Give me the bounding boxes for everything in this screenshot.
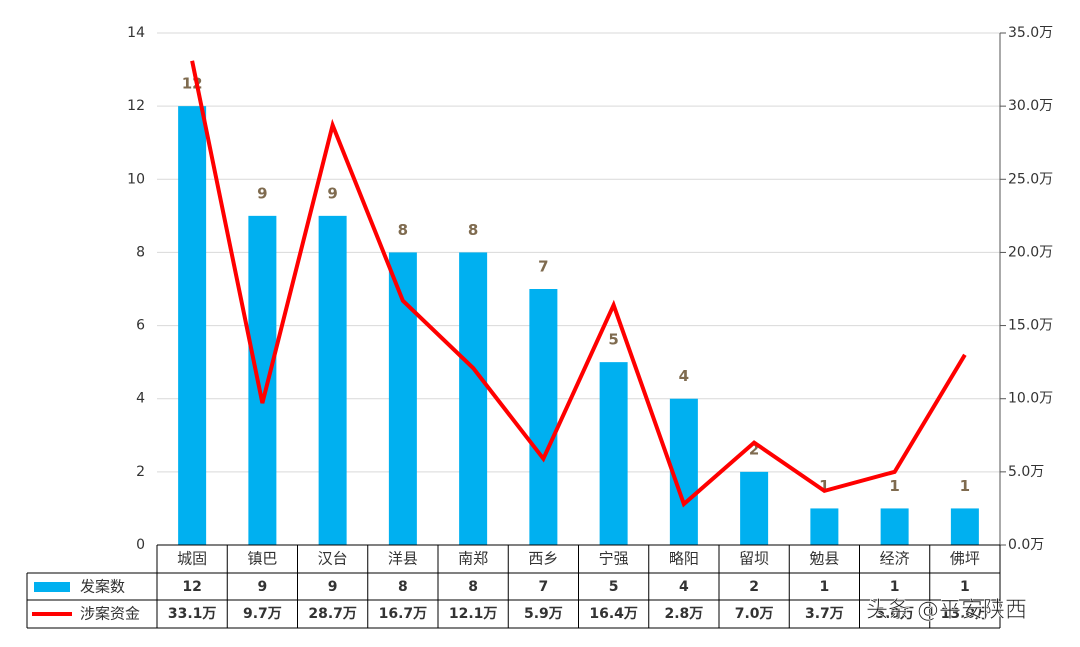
table-cell: 16.4万 [589, 606, 638, 622]
table-cell: 9 [258, 579, 268, 595]
y2-tick-label: 20.0万 [1008, 244, 1053, 260]
bar [529, 289, 558, 545]
data-label: 7 [538, 258, 548, 276]
y2-tick-label: 15.0万 [1008, 318, 1053, 334]
y2-tick-label: 5.0万 [1008, 464, 1044, 480]
bar [459, 252, 488, 545]
y-tick-label: 2 [136, 464, 145, 480]
x-tick-label: 西乡 [528, 550, 558, 568]
table-cell: 7 [539, 579, 549, 595]
table-cell: 12 [182, 579, 201, 595]
x-tick-label: 城固 [177, 550, 207, 568]
table-cell: 8 [398, 579, 408, 595]
x-tick-label: 佛坪 [950, 550, 980, 568]
data-label: 5 [608, 331, 618, 349]
bar [248, 215, 277, 545]
data-label: 4 [679, 367, 689, 385]
y-tick-label: 6 [136, 318, 145, 334]
y-tick-label: 14 [127, 25, 145, 41]
x-tick-label: 经济 [880, 550, 910, 568]
y2-tick-label: 0.0万 [1008, 537, 1044, 553]
bar [318, 215, 347, 545]
table-cell: 3.7万 [805, 606, 844, 622]
x-tick-label: 洋县 [388, 550, 418, 568]
table-cell: 13.0万 [941, 606, 990, 622]
bar [599, 362, 628, 545]
y-tick-label: 10 [127, 171, 145, 187]
table-cell: 5.9万 [524, 606, 563, 622]
data-label: 1 [889, 477, 899, 495]
legend-label: 发案数 [80, 578, 125, 596]
table-cell: 4 [679, 579, 689, 595]
x-tick-label: 镇巴 [247, 550, 277, 568]
table-cell: 7.0万 [735, 606, 774, 622]
x-tick-label: 南郑 [458, 550, 488, 568]
watermark: 头条 @平安陕西 [866, 598, 1027, 623]
x-tick-label: 汉台 [318, 550, 348, 568]
x-tick-label: 略阳 [669, 550, 699, 568]
data-label: 2 [749, 440, 759, 458]
y-tick-label: 8 [136, 244, 145, 260]
x-tick-label: 留坝 [739, 550, 769, 568]
data-label: 1 [819, 477, 829, 495]
data-label: 1 [960, 477, 970, 495]
legend-swatch [34, 582, 70, 592]
table-cell: 9 [328, 579, 338, 595]
data-label: 9 [257, 184, 267, 202]
y2-tick-label: 25.0万 [1008, 171, 1053, 187]
table-cell: 1 [820, 579, 830, 595]
bar [880, 508, 909, 545]
line [190, 60, 967, 508]
table-cell: 2 [749, 579, 759, 595]
table-cell: 5.0万 [875, 606, 914, 622]
table-cell: 9.7万 [243, 606, 282, 622]
bar [950, 508, 979, 545]
data-label: 8 [398, 221, 408, 239]
y-tick-label: 12 [127, 98, 145, 114]
data-label: 8 [468, 221, 478, 239]
table-cell: 1 [960, 579, 970, 595]
table-cell: 1 [890, 579, 900, 595]
table-cell: 28.7万 [308, 606, 357, 622]
y2-tick-label: 35.0万 [1008, 25, 1053, 41]
table-cell: 33.1万 [168, 606, 217, 622]
bar [740, 471, 769, 545]
data-label: 9 [327, 184, 337, 202]
table-cell: 2.8万 [664, 606, 703, 622]
bar [178, 106, 207, 546]
bar [810, 508, 839, 545]
table-cell: 8 [468, 579, 478, 595]
y2-tick-label: 30.0万 [1008, 98, 1053, 114]
x-tick-label: 宁强 [599, 550, 629, 568]
legend-label: 涉案资金 [80, 605, 140, 623]
y2-tick-label: 10.0万 [1008, 391, 1053, 407]
x-tick-label: 勉县 [809, 550, 839, 568]
y-tick-label: 0 [136, 537, 145, 553]
table-cell: 12.1万 [449, 606, 498, 622]
table-cell: 16.7万 [379, 606, 428, 622]
table-cell: 5 [609, 579, 619, 595]
y-tick-label: 4 [136, 391, 145, 407]
